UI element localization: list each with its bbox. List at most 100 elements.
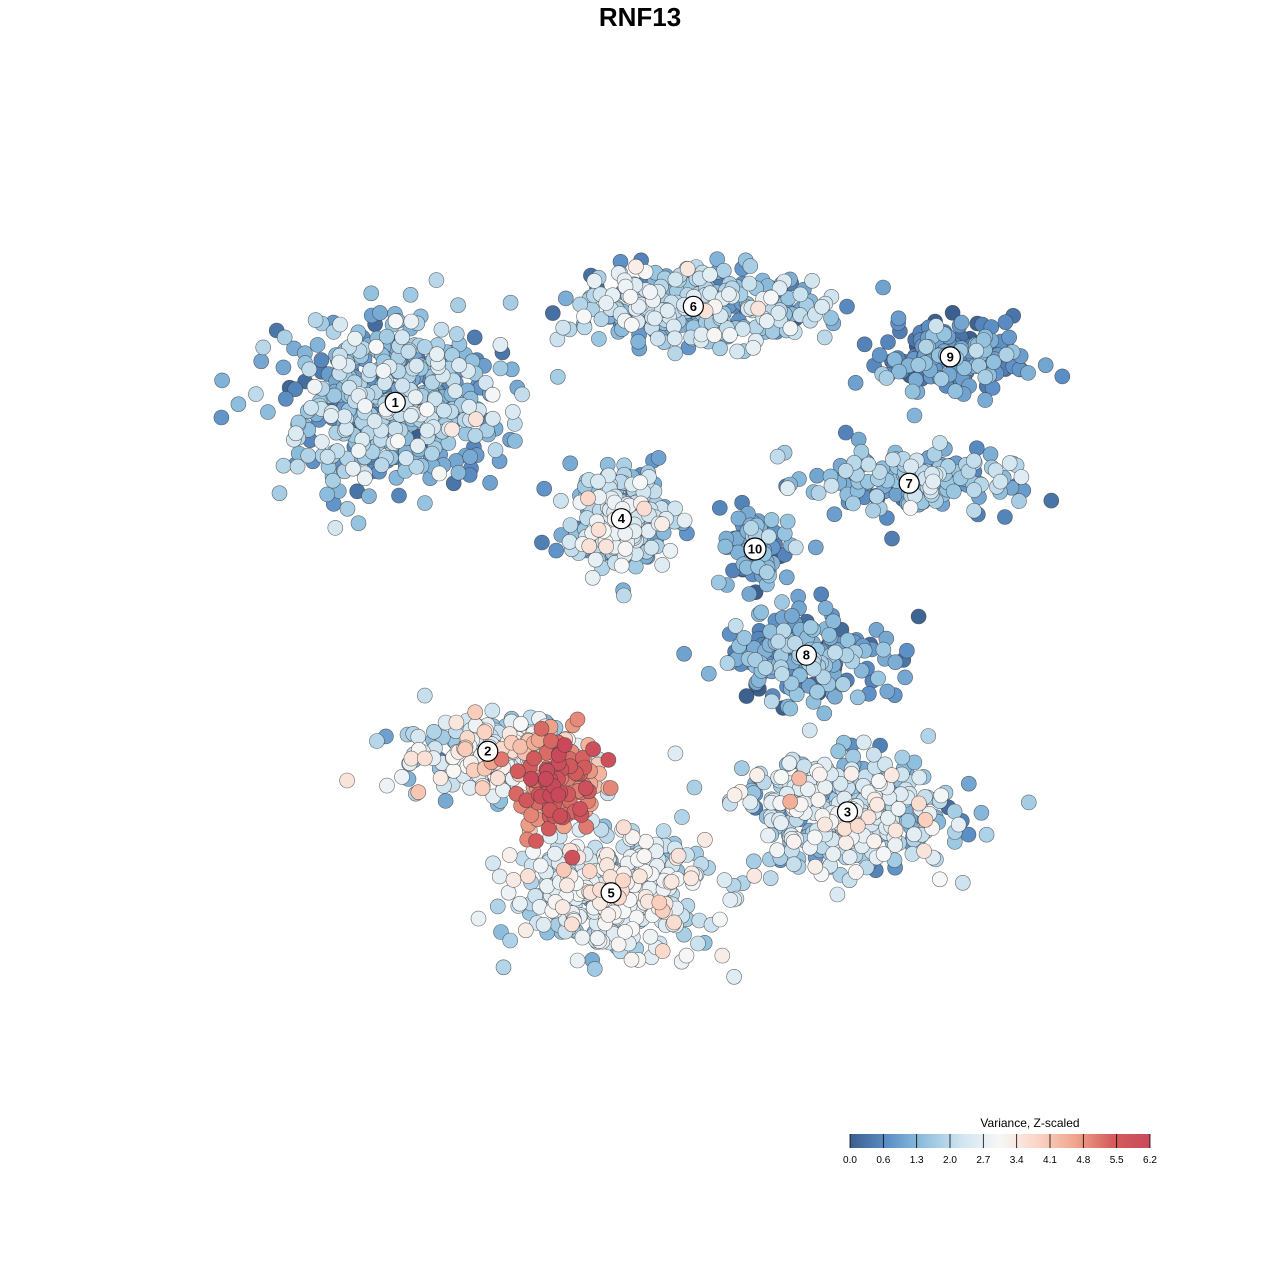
cluster-label-3: 3 (836, 801, 859, 823)
cluster-labels-layer: 1 2 3 4 5 6 7 8 9 10 (384, 295, 961, 904)
cell-point (651, 894, 668, 911)
cell-point (662, 542, 679, 559)
cell-point (617, 540, 634, 557)
cell-point (501, 847, 518, 863)
cell-point (484, 386, 501, 403)
cell-point (504, 404, 521, 420)
cell-point (416, 339, 433, 355)
cell-point (433, 321, 450, 338)
cell-point (347, 330, 363, 347)
cell-point (847, 374, 864, 391)
cell-point (762, 870, 779, 887)
cell-point (429, 346, 445, 363)
cell-point (870, 773, 887, 790)
cell-point (686, 779, 703, 796)
cell-point (742, 258, 759, 274)
cell-point (784, 607, 800, 624)
cell-point (678, 947, 695, 964)
cell-point (550, 787, 567, 803)
cell-point (373, 457, 390, 474)
cell-point (387, 313, 404, 329)
cell-point (549, 368, 566, 385)
cell-point (849, 818, 866, 834)
cell-point (868, 488, 885, 505)
cell-point (553, 492, 569, 509)
cell-point (572, 801, 588, 817)
cell-point (810, 485, 827, 501)
cell-point (753, 604, 769, 621)
cell-point (589, 930, 606, 947)
cell-point (899, 812, 916, 829)
cell-point (636, 500, 653, 517)
cell-point (813, 586, 830, 603)
cell-point (1037, 357, 1054, 374)
cell-point (758, 313, 775, 330)
cluster-label-circle (836, 801, 859, 823)
cell-point (947, 383, 964, 400)
cell-point (580, 490, 596, 507)
cell-point (932, 435, 948, 451)
cell-point (966, 452, 982, 469)
cell-point (538, 770, 554, 787)
cell-point (719, 655, 736, 671)
cell-point (345, 460, 361, 477)
cluster-label-text: 7 (906, 476, 913, 491)
cell-point (806, 829, 823, 846)
cell-point (528, 833, 544, 849)
cluster-label-10: 10 (743, 537, 767, 561)
cluster-label-text: 1 (392, 395, 399, 410)
cell-point (303, 399, 319, 416)
cell-point (830, 743, 847, 760)
cell-point (533, 720, 550, 737)
cell-point (484, 702, 501, 719)
cell-point (997, 314, 1014, 331)
cell-point (642, 928, 659, 945)
cell-point (839, 298, 855, 315)
cell-point (409, 437, 426, 454)
legend-tick-label: 0.6 (876, 1155, 890, 1166)
cell-point (825, 846, 842, 862)
cell-point (871, 347, 888, 363)
cell-point (361, 488, 377, 505)
cell-point (743, 520, 759, 536)
cell-point (992, 473, 1009, 490)
cluster-label-circle (384, 391, 406, 413)
cluster-label-text: 5 (607, 885, 614, 900)
cell-point (339, 772, 355, 789)
cell-point (520, 868, 536, 884)
cell-point (569, 711, 586, 728)
cell-point (655, 823, 672, 839)
cell-point (564, 916, 580, 933)
cell-point (911, 769, 928, 786)
cell-point (482, 474, 498, 491)
cell-point (319, 448, 336, 465)
cell-point (899, 642, 915, 659)
cell-point (432, 770, 449, 786)
cell-point (711, 500, 728, 516)
cell-point (816, 705, 833, 722)
cell-point (544, 305, 561, 321)
cell-point (871, 464, 888, 480)
cell-point (785, 856, 802, 873)
cell-point (946, 803, 963, 820)
cell-point (623, 316, 640, 333)
cell-point (910, 608, 927, 625)
cell-point (663, 873, 680, 890)
cell-point (726, 787, 743, 803)
legend-tick-label: 4.1 (1043, 1155, 1057, 1166)
cell-point (807, 539, 824, 556)
cell-point (802, 619, 819, 636)
cell-point (307, 312, 324, 328)
cell-point (841, 849, 858, 865)
cell-point (781, 755, 798, 772)
cluster-label-1: 1 (384, 391, 406, 413)
cell-point (770, 305, 787, 321)
cell-point (394, 769, 410, 785)
cell-point (356, 470, 373, 487)
cell-point (906, 407, 923, 424)
cell-point (722, 327, 738, 343)
cell-point (552, 808, 569, 824)
cell-point (275, 359, 292, 376)
cell-point (362, 362, 379, 378)
cell-point (408, 459, 425, 475)
